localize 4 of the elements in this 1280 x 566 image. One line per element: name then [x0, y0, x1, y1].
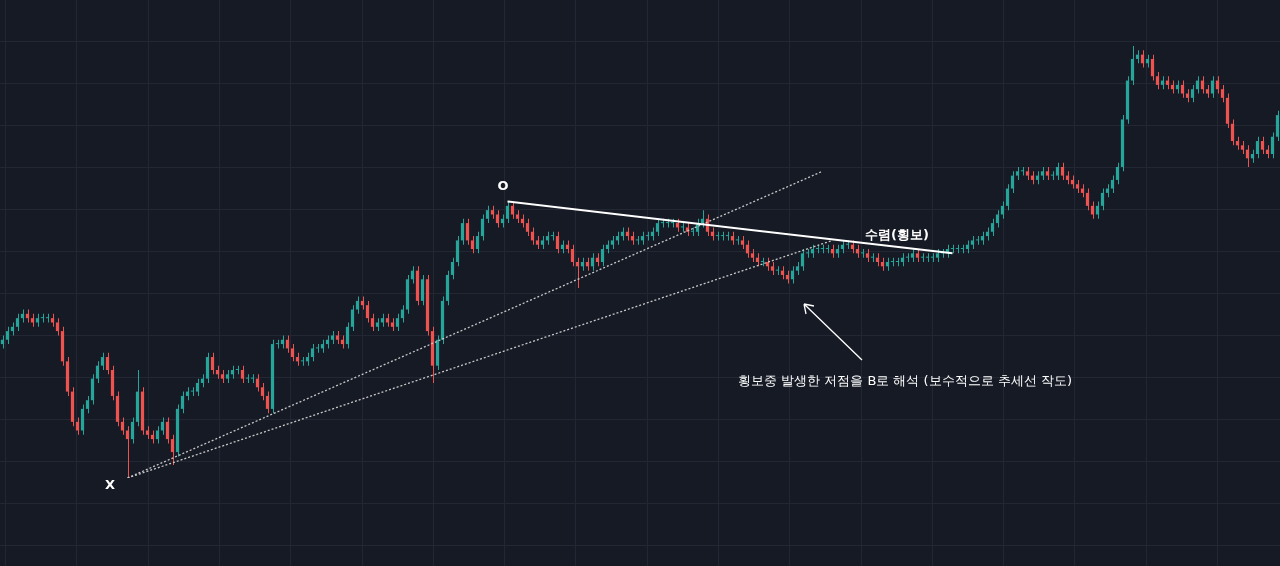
annotation: 수렴(횡보) — [865, 226, 929, 244]
annotation: X — [104, 476, 116, 492]
annotation: 횡보중 발생한 저점을 B로 해석 (보수적으로 추세선 작도) — [738, 372, 1072, 390]
annotation: O — [497, 177, 509, 193]
